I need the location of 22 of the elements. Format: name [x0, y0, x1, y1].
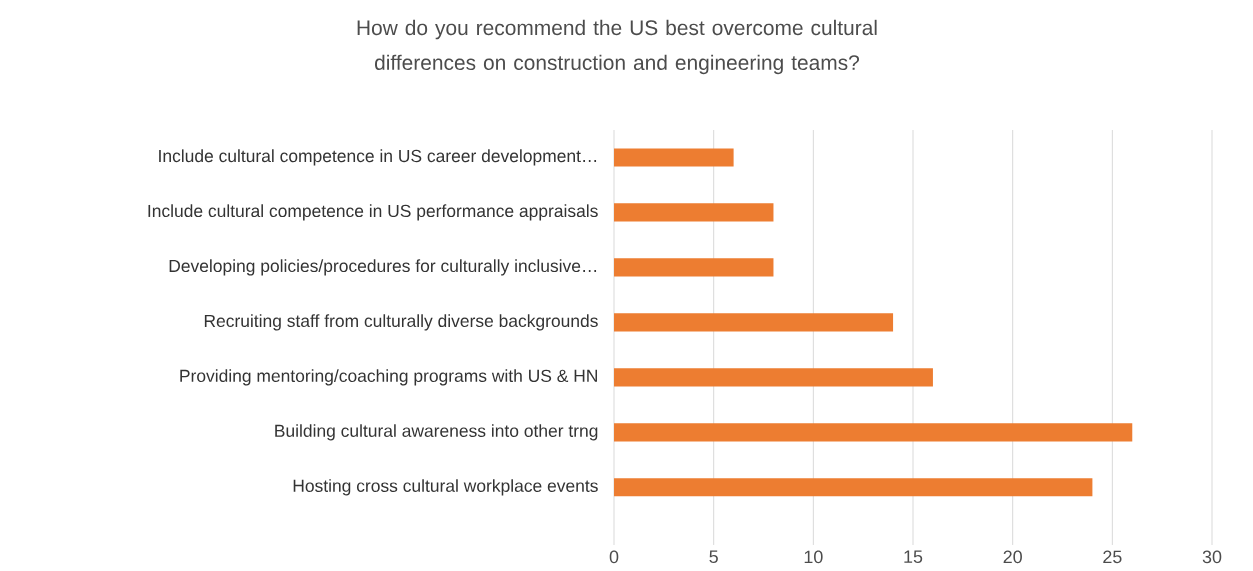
x-tick-label: 25: [1103, 550, 1122, 564]
bar: [614, 313, 894, 332]
x-tick-label: 5: [709, 550, 718, 564]
y-tick-label: Providing mentoring/coaching programs with US & HN: [180, 369, 597, 386]
chart-title: How do you recommend the US best overcome cultural differences on construction and engineering teams?: [357, 19, 877, 75]
x-tick-label: 20: [1003, 550, 1022, 564]
y-tick-label: Building cultural awareness into other trng: [275, 424, 598, 441]
bar: [614, 368, 933, 387]
y-tick-label: Developing policies/procedures for culturally inclusive…: [169, 259, 597, 276]
bar: [614, 148, 734, 167]
bar: [614, 423, 1133, 442]
bar: [614, 203, 774, 222]
x-tick-label: 0: [609, 550, 619, 564]
y-tick-label: Recruiting staff from culturally diverse backgrounds: [204, 314, 598, 331]
x-tick-label: 30: [1202, 550, 1222, 564]
bar: [614, 478, 1093, 497]
y-tick-label: Hosting cross cultural workplace events: [293, 479, 598, 496]
y-tick-label: Include cultural competence in US performance appraisals: [148, 204, 598, 221]
x-tick-label: 15: [904, 550, 923, 564]
x-tick-label: 10: [804, 550, 823, 564]
bar: [614, 258, 774, 277]
y-tick-label: Include cultural competence in US career development…: [159, 149, 597, 166]
